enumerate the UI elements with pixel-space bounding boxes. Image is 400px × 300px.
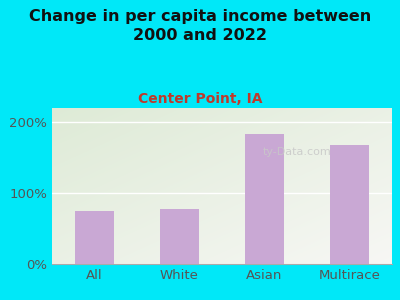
Bar <box>245 134 284 264</box>
Text: Change in per capita income between
2000 and 2022: Change in per capita income between 2000… <box>29 9 371 43</box>
Text: ty-Data.com: ty-Data.com <box>262 147 331 157</box>
Bar <box>160 209 199 264</box>
Text: Center Point, IA: Center Point, IA <box>138 92 262 106</box>
Bar <box>330 145 369 264</box>
Bar <box>75 211 114 264</box>
